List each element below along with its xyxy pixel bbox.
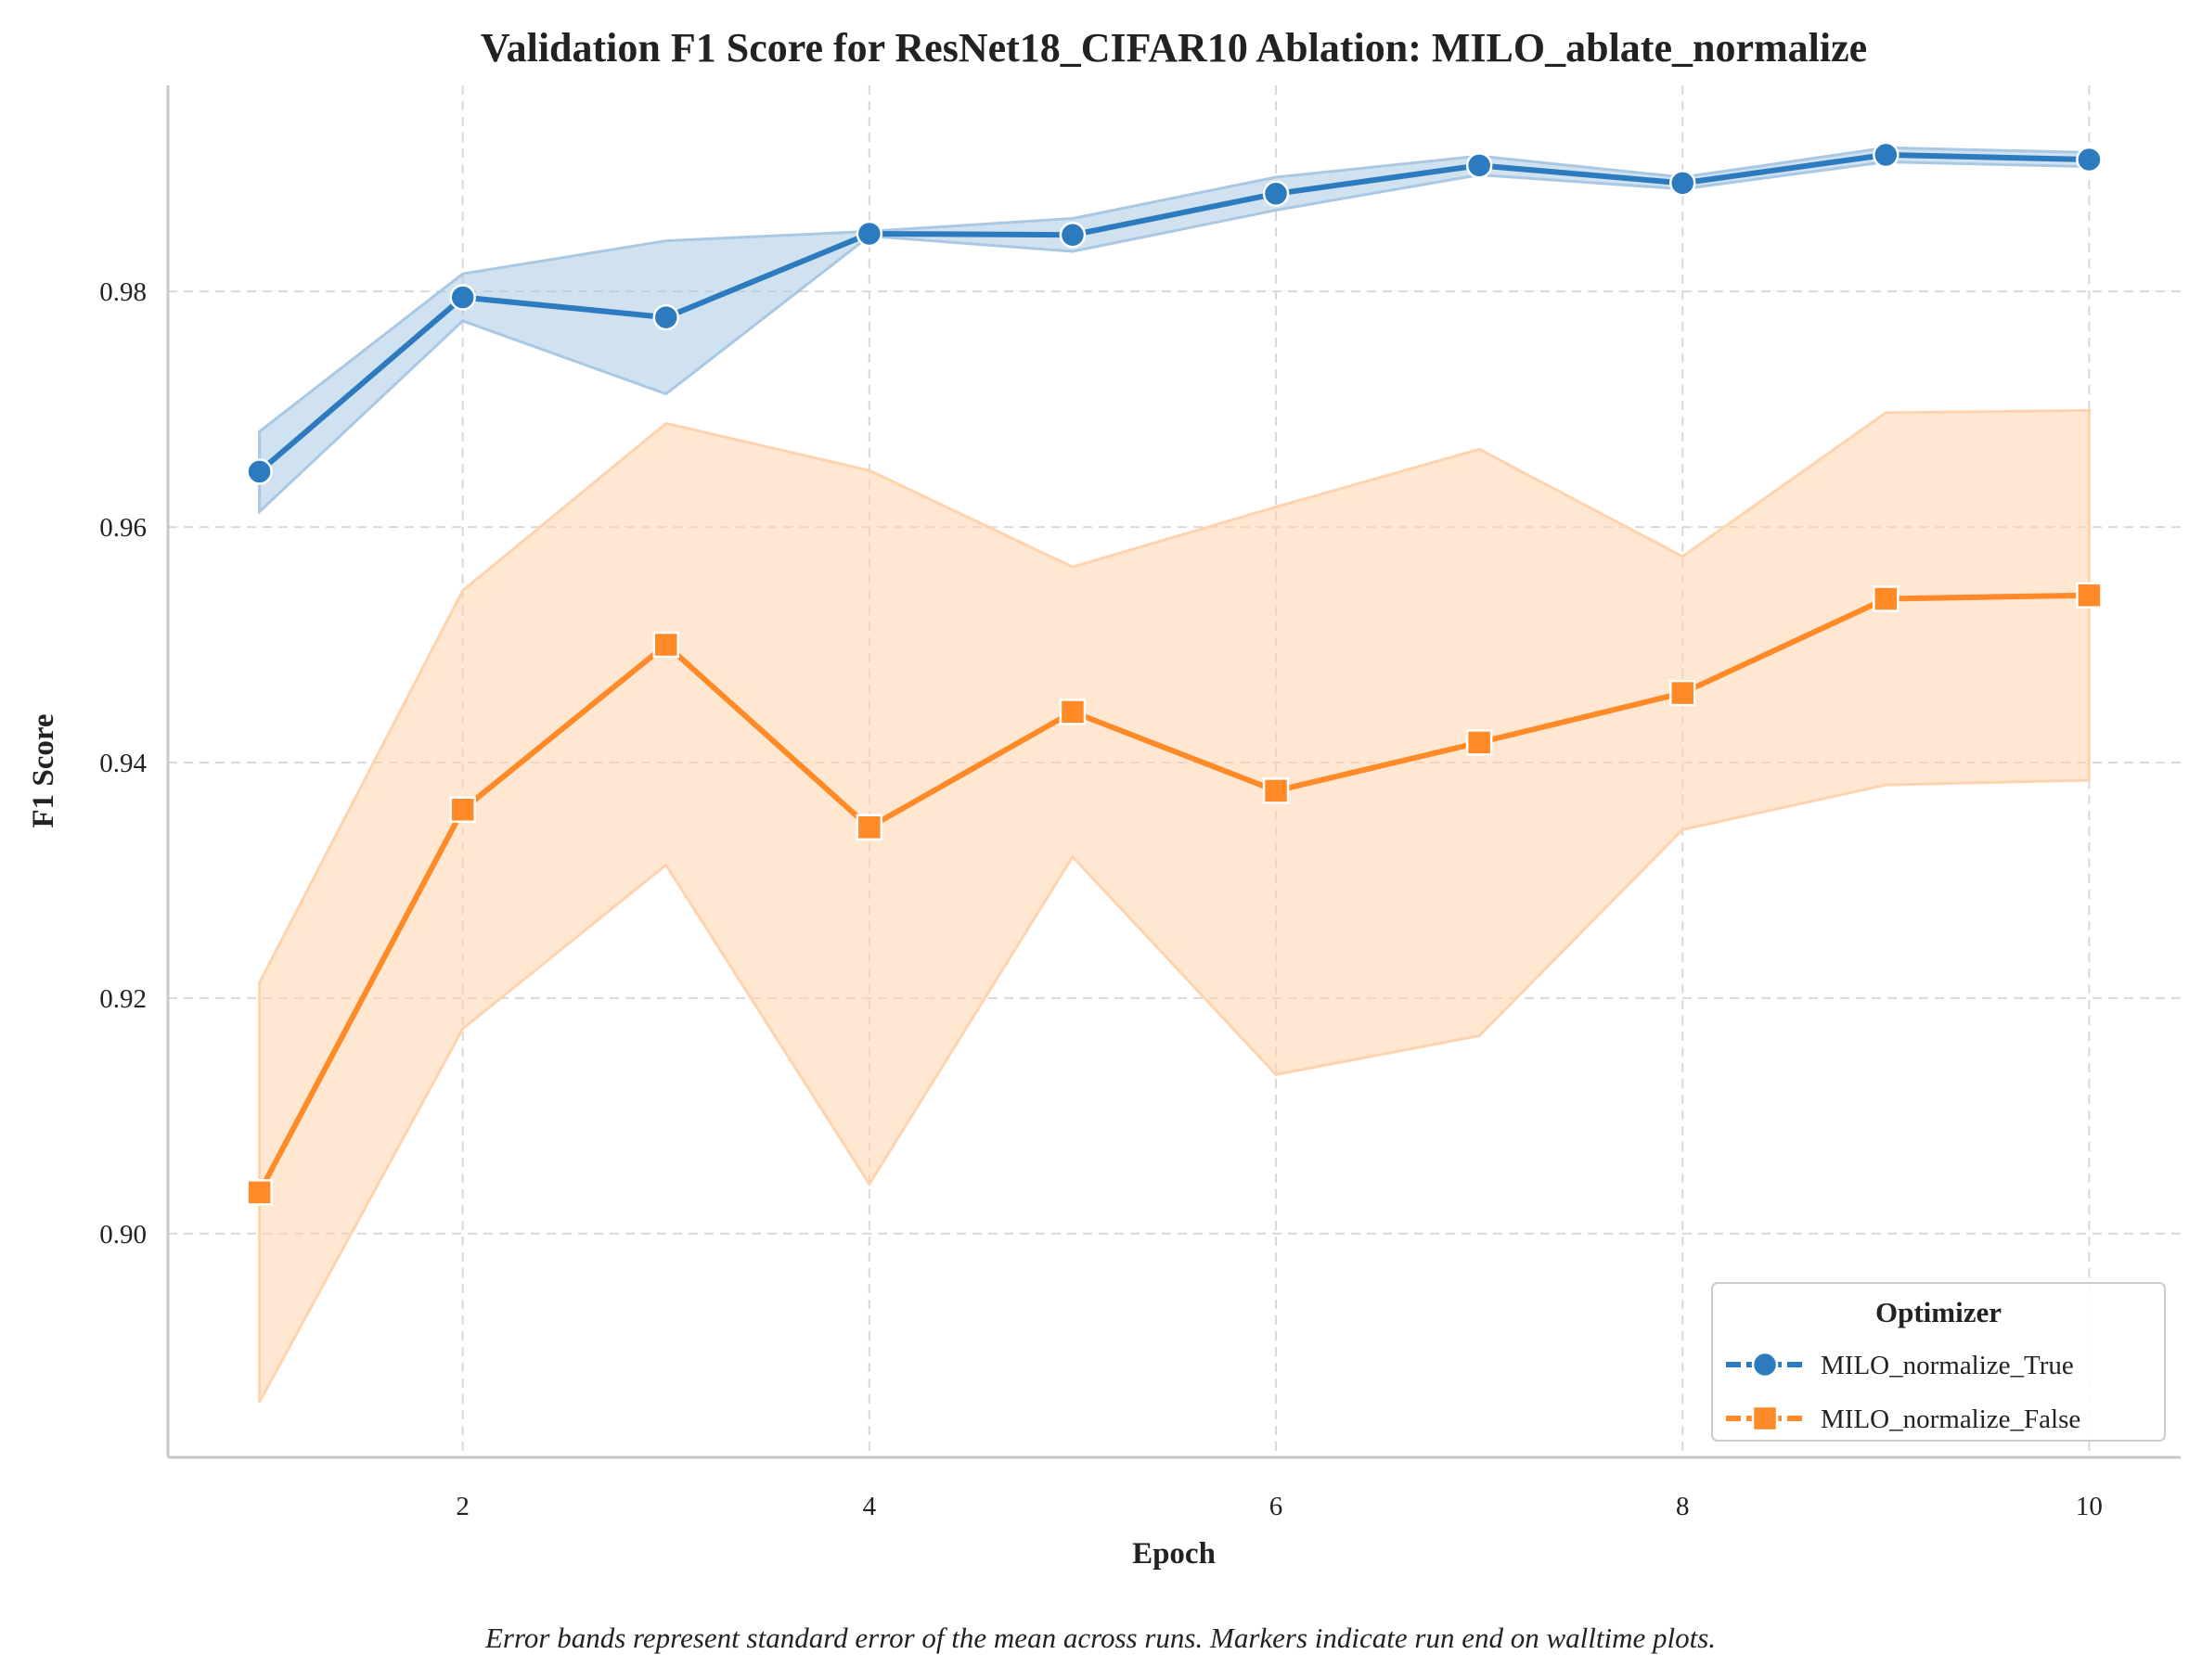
legend: Optimizer MILO_normalize_TrueMILO_normal… bbox=[1711, 1282, 2166, 1442]
data-point-MILO_normalize_True bbox=[2076, 146, 2103, 173]
x-tick-label: 6 bbox=[1269, 1492, 1283, 1521]
chart-title: Validation F1 Score for ResNet18_CIFAR10… bbox=[481, 25, 1867, 71]
x-tick-label: 2 bbox=[456, 1492, 470, 1521]
marker-layer bbox=[246, 141, 2103, 1206]
data-point-MILO_normalize_True bbox=[1465, 152, 1493, 179]
data-point-MILO_normalize_False bbox=[1873, 585, 1899, 612]
data-point-MILO_normalize_False bbox=[246, 1179, 273, 1206]
x-axis-label: Epoch bbox=[1132, 1537, 1216, 1571]
legend-label: MILO_normalize_True bbox=[1821, 1351, 2074, 1380]
data-point-MILO_normalize_True bbox=[1059, 221, 1087, 249]
data-point-MILO_normalize_True bbox=[652, 303, 680, 331]
data-point-MILO_normalize_True bbox=[1873, 141, 1899, 169]
data-point-MILO_normalize_True bbox=[1262, 180, 1290, 208]
data-point-MILO_normalize_False bbox=[856, 814, 883, 841]
legend-marker-MILO_normalize_False bbox=[1751, 1404, 1779, 1432]
legend-marker-MILO_normalize_True bbox=[1751, 1351, 1779, 1379]
data-point-MILO_normalize_False bbox=[1465, 729, 1493, 756]
y-axis-label: F1 Score bbox=[27, 713, 60, 827]
data-point-MILO_normalize_True bbox=[449, 284, 476, 311]
error-band-MILO_normalize_False bbox=[258, 408, 2091, 1404]
legend-box bbox=[1711, 1282, 2166, 1442]
data-point-MILO_normalize_False bbox=[449, 796, 476, 824]
legend-title: Optimizer bbox=[1875, 1296, 2002, 1328]
data-point-MILO_normalize_True bbox=[1668, 170, 1696, 197]
series-line-MILO_normalize_True bbox=[256, 151, 2093, 475]
tick-layer: 2 4 6 8 10 0.90 0.92 0.94 0.96 0.98 bbox=[99, 277, 2103, 1521]
y-tick-label: 0.98 bbox=[99, 277, 147, 307]
axes-layer bbox=[166, 85, 2181, 1459]
error-band-MILO_normalize_True bbox=[258, 146, 2091, 516]
x-tick-label: 8 bbox=[1676, 1492, 1690, 1521]
data-point-MILO_normalize_True bbox=[246, 458, 273, 485]
data-point-MILO_normalize_False bbox=[1262, 777, 1290, 804]
data-point-MILO_normalize_False bbox=[2076, 582, 2103, 609]
band-layer bbox=[258, 146, 2091, 1404]
data-point-MILO_normalize_False bbox=[1668, 679, 1696, 707]
data-point-MILO_normalize_True bbox=[856, 220, 883, 248]
y-tick-label: 0.90 bbox=[99, 1220, 147, 1250]
y-tick-label: 0.94 bbox=[99, 749, 147, 778]
y-tick-label: 0.96 bbox=[99, 513, 147, 543]
chart-caption: Error bands represent standard error of … bbox=[484, 1622, 1716, 1654]
x-tick-label: 4 bbox=[863, 1492, 877, 1521]
data-point-MILO_normalize_False bbox=[652, 631, 680, 659]
x-tick-label: 10 bbox=[2076, 1492, 2103, 1521]
data-point-MILO_normalize_False bbox=[1059, 699, 1087, 725]
series-line-MILO_normalize_False bbox=[256, 592, 2093, 1196]
line-layer bbox=[256, 151, 2093, 1196]
y-tick-label: 0.92 bbox=[99, 984, 147, 1014]
legend-entries: MILO_normalize_True MILO_normalize_False bbox=[1726, 1351, 2080, 1434]
legend-label: MILO_normalize_False bbox=[1821, 1404, 2080, 1434]
